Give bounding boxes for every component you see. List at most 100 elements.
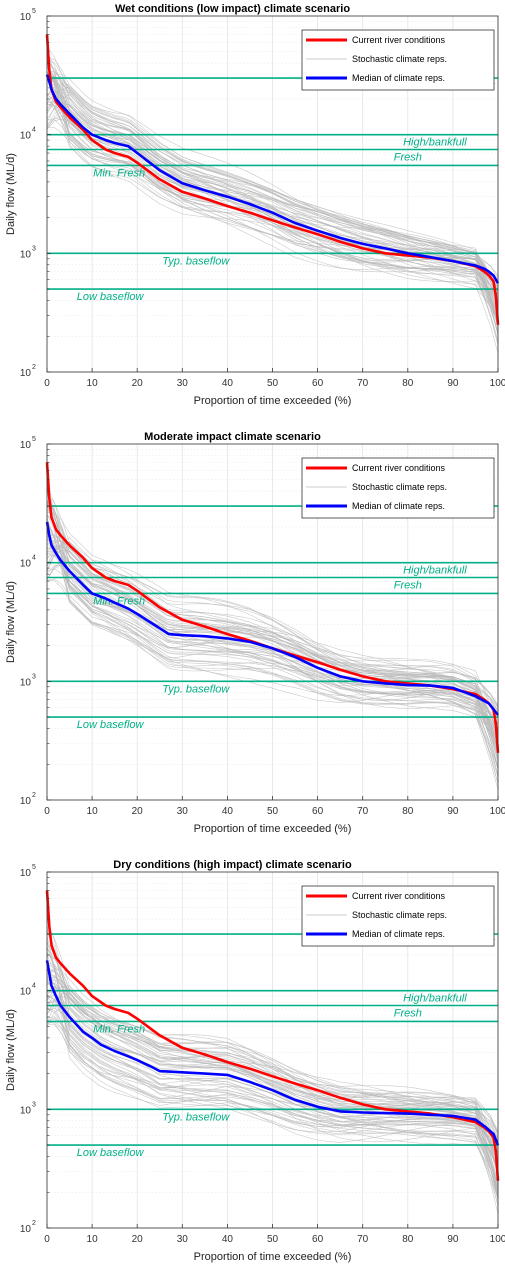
stochastic-rep-line — [46, 58, 499, 324]
stochastic-rep-line — [46, 975, 499, 1175]
chart-title: Dry conditions (high impact) climate sce… — [113, 859, 352, 871]
x-tick-label: 10 — [87, 806, 99, 817]
y-tick-exponent: 2 — [32, 1220, 36, 1227]
stochastic-rep-line — [46, 503, 499, 759]
stochastic-rep-line — [46, 493, 499, 768]
stochastic-rep-line — [46, 526, 499, 764]
legend: Current river conditions Stochastic clima… — [301, 457, 495, 519]
y-axis-label: Daily flow (ML/d) — [5, 153, 17, 235]
y-tick-exponent: 2 — [32, 792, 36, 799]
stochastic-rep-line — [46, 1008, 499, 1194]
stochastic-rep-line — [46, 993, 499, 1170]
stochastic-rep-line — [46, 523, 499, 754]
y-tick-exponent: 5 — [32, 864, 36, 871]
legend: Current river conditions Stochastic clima… — [301, 885, 495, 947]
y-axis-label: Daily flow (ML/d) — [5, 1009, 17, 1091]
stochastic-rep-line — [46, 931, 499, 1173]
x-tick-label: 90 — [447, 1234, 459, 1245]
stochastic-rep-line — [46, 102, 499, 333]
x-tick-label: 0 — [44, 806, 50, 817]
x-tick-label: 60 — [312, 378, 324, 389]
y-tick-label: 10 — [20, 1224, 32, 1235]
legend-label: Stochastic climate reps. — [352, 482, 447, 492]
reference-label: Fresh — [394, 151, 422, 163]
y-tick-exponent: 5 — [32, 436, 36, 443]
stochastic-rep-line — [46, 542, 499, 708]
stochastic-rep-line — [46, 515, 499, 760]
stochastic-rep-line — [46, 1021, 499, 1199]
stochastic-rep-line — [46, 996, 499, 1186]
stochastic-rep-line — [46, 65, 499, 324]
stochastic-rep-line — [46, 74, 499, 328]
series-line-current — [45, 890, 500, 1181]
reference-label: Fresh — [394, 579, 422, 591]
stochastic-rep-line — [46, 501, 499, 770]
legend-label: Stochastic climate reps. — [352, 54, 447, 64]
x-tick-label: 40 — [222, 1234, 234, 1245]
stochastic-rep-line — [46, 94, 499, 291]
stochastic-rep-line — [46, 118, 499, 314]
y-tick-label: 10 — [20, 559, 32, 570]
x-tick-label: 0 — [44, 378, 50, 389]
stochastic-rep-line — [46, 546, 499, 778]
reference-label: Low baseflow — [77, 1147, 145, 1159]
stochastic-rep-line — [46, 488, 499, 785]
stochastic-rep-line — [46, 985, 499, 1138]
series-line-median — [45, 521, 500, 716]
stochastic-rep-line — [46, 946, 499, 1195]
stochastic-rep-line — [46, 1016, 499, 1215]
x-tick-label: 40 — [222, 378, 234, 389]
stochastic-rep-line — [46, 976, 499, 1182]
stochastic-rep-line — [46, 80, 499, 291]
stochastic-rep-line — [46, 966, 499, 1195]
x-tick-label: 70 — [357, 806, 369, 817]
stochastic-rep-line — [46, 506, 499, 744]
x-tick-label: 30 — [177, 806, 189, 817]
reference-label: Low baseflow — [77, 719, 145, 731]
legend: Current river conditions Stochastic clima… — [301, 29, 495, 91]
x-tick-label: 30 — [177, 378, 189, 389]
y-tick-exponent: 3 — [32, 1101, 36, 1108]
stochastic-rep-line — [46, 530, 499, 783]
stochastic-rep-line — [46, 95, 499, 321]
stochastic-rep-line — [46, 76, 499, 303]
stochastic-rep-line — [46, 554, 499, 777]
reference-label: Typ. baseflow — [162, 255, 230, 267]
y-tick-exponent: 2 — [32, 364, 36, 371]
legend-label: Current river conditions — [352, 35, 446, 45]
reference-label: Low baseflow — [77, 291, 145, 303]
y-tick-exponent: 4 — [32, 983, 36, 990]
stochastic-rep-line — [46, 119, 499, 341]
chart-panel-1: Wet conditions (low impact) climate scen… — [5, 3, 505, 407]
y-tick-label: 10 — [20, 987, 32, 998]
x-axis-label: Proportion of time exceeded (%) — [194, 1251, 352, 1263]
x-tick-label: 80 — [402, 1234, 414, 1245]
reference-label: High/bankfull — [403, 137, 467, 149]
legend-label: Current river conditions — [352, 463, 446, 473]
x-tick-label: 60 — [312, 806, 324, 817]
stochastic-rep-line — [46, 994, 499, 1174]
stochastic-rep-line — [46, 925, 499, 1177]
x-tick-label: 100 — [490, 1234, 505, 1245]
reference-label: Typ. baseflow — [162, 683, 230, 695]
legend-label: Median of climate reps. — [352, 501, 445, 511]
x-tick-label: 70 — [357, 378, 369, 389]
stochastic-rep-line — [46, 541, 499, 729]
chart-title: Moderate impact climate scenario — [144, 431, 321, 443]
x-tick-label: 50 — [267, 378, 279, 389]
x-tick-label: 50 — [267, 1234, 279, 1245]
x-tick-label: 80 — [402, 806, 414, 817]
x-tick-label: 90 — [447, 378, 459, 389]
stochastic-rep-line — [46, 955, 499, 1189]
stochastic-rep-line — [46, 512, 499, 717]
reference-label: High/bankfull — [403, 565, 467, 577]
stochastic-rep-line — [46, 500, 499, 708]
x-tick-label: 70 — [357, 1234, 369, 1245]
stochastic-rep-line — [46, 955, 499, 1200]
x-tick-label: 10 — [87, 378, 99, 389]
legend-label: Current river conditions — [352, 891, 446, 901]
y-tick-exponent: 3 — [32, 245, 36, 252]
series-line-median — [45, 960, 500, 1146]
y-tick-label: 10 — [20, 440, 32, 451]
